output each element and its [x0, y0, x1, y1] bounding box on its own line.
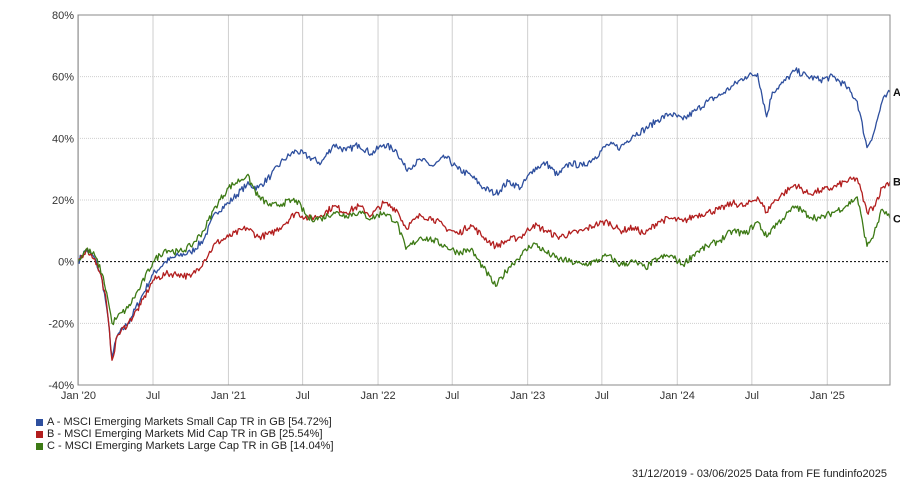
end-label-c: C: [893, 214, 900, 226]
y-tick-label: 40%: [52, 133, 74, 145]
x-tick-label: Jan '25: [810, 390, 845, 402]
x-tick-label: Jan '20: [61, 390, 96, 402]
series-end-labels: A B C: [893, 87, 900, 225]
chart-series: [77, 67, 891, 361]
legend-item-c: C - MSCI Emerging Markets Large Cap TR i…: [36, 440, 334, 452]
legend-swatch-b: [36, 430, 43, 438]
x-tick-label: Jul: [146, 390, 160, 402]
legend-item-a: A - MSCI Emerging Markets Small Cap TR i…: [36, 416, 334, 428]
y-axis: 80% 60% 40% 20% 0% -20% -40%: [48, 10, 74, 392]
end-label-b: B: [893, 177, 900, 189]
x-axis: Jan '20 Jul Jan '21 Jul Jan '22 Jul Jan '23 Jul…: [61, 390, 845, 402]
y-tick-label: -40%: [48, 380, 74, 392]
legend-label-b: B - MSCI Emerging Markets Mid Cap TR in …: [47, 428, 323, 440]
series-line-b: [77, 176, 891, 361]
y-tick-label: 80%: [52, 10, 74, 22]
legend-item-b: B - MSCI Emerging Markets Mid Cap TR in …: [36, 428, 334, 440]
x-tick-label: Jan '23: [510, 390, 545, 402]
legend-swatch-a: [36, 418, 43, 426]
x-tick-label: Jan '21: [211, 390, 246, 402]
y-tick-label: -20%: [48, 318, 74, 330]
legend-label-c: C - MSCI Emerging Markets Large Cap TR i…: [47, 440, 334, 452]
x-tick-label: Jan '24: [660, 390, 695, 402]
legend-swatch-c: [36, 442, 43, 450]
y-tick-label: 20%: [52, 195, 74, 207]
y-tick-label: 0%: [58, 257, 74, 269]
plot-frame: [77, 14, 891, 386]
x-tick-label: Jul: [745, 390, 759, 402]
x-tick-label: Jan '22: [360, 390, 395, 402]
line-chart: 80% 60% 40% 20% 0% -20% -40% Jan '20 Jul Jan '21…: [48, 10, 900, 402]
x-tick-label: Jul: [296, 390, 310, 402]
end-label-a: A: [893, 87, 900, 99]
series-line-a: [77, 67, 891, 358]
data-source-footer: 31/12/2019 - 03/06/2025 Data from FE fun…: [631, 468, 887, 480]
x-tick-label: Jul: [595, 390, 609, 402]
x-tick-label: Jul: [445, 390, 459, 402]
chart-gridlines: [77, 14, 890, 386]
y-tick-label: 60%: [52, 72, 74, 84]
legend: A - MSCI Emerging Markets Small Cap TR i…: [36, 416, 334, 452]
legend-label-a: A - MSCI Emerging Markets Small Cap TR i…: [47, 416, 332, 428]
series-line-c: [77, 173, 891, 326]
